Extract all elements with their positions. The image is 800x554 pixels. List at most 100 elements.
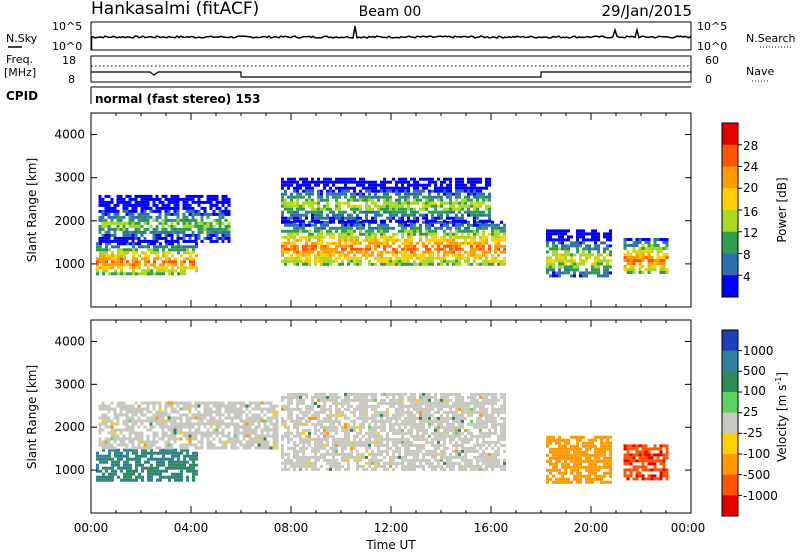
- power-echo-cell-1179: [386, 256, 389, 260]
- power-echo-cell-710: [212, 209, 216, 213]
- power-echo-cell-1220: [401, 229, 404, 233]
- vel-echo-cell-1313: [338, 440, 341, 444]
- power-echo-cell-1229: [401, 262, 404, 266]
- power-echo-cell-1769: [323, 207, 326, 211]
- power-echo-cell-346: [119, 194, 123, 198]
- power-echo-cell-1528: [482, 247, 485, 251]
- power-echo-cell-783: [281, 244, 284, 248]
- power-echo-cell-1448: [461, 232, 464, 236]
- vel-echo-cell-1022: [290, 458, 293, 462]
- power-echo-cell-834: [293, 262, 296, 266]
- power-echo-cell-588: [179, 230, 183, 234]
- vel-echo-cell-1963: [440, 464, 443, 468]
- power-echo-cell-1379: [443, 244, 446, 248]
- power-echo-cell-2245: [458, 177, 461, 181]
- vel-echo-cell-487: [158, 422, 162, 426]
- power-echo-cell-913: [317, 226, 320, 230]
- vel-echo-cell-1964: [440, 467, 443, 471]
- vel-echo-cell-748: [227, 401, 231, 405]
- power-echo-cell-58: [117, 242, 120, 246]
- power-echo-cell-1427: [455, 247, 458, 251]
- vel-echo-cell-1080: [299, 464, 302, 468]
- vel-echo-cell-665: [206, 404, 210, 408]
- power-echo-cell-352: [119, 227, 123, 231]
- power-echo-cell-2655: [635, 250, 639, 253]
- vel-echo-cell-406: [137, 407, 141, 411]
- power-echo-cell-1660: [293, 210, 296, 214]
- power-echo-cell-1841: [344, 195, 347, 199]
- power-echo-cell-2744: [665, 253, 669, 256]
- vel-echo-cell-1074: [299, 440, 302, 444]
- power-echo-cell-315: [110, 209, 114, 213]
- vel-echo-cell-1851: [425, 398, 428, 402]
- vel-echo-cell-270: [98, 440, 102, 444]
- power-echo-cell-2562: [594, 271, 597, 275]
- power-echo-cell-1206: [395, 259, 398, 263]
- vel-echo-cell-1090: [302, 431, 305, 435]
- power-echo-cell-317: [110, 218, 114, 222]
- power-echo-cell-1582: [497, 247, 500, 251]
- vel-echo-cell-1270: [332, 428, 335, 432]
- vel-echo-cell-137: [150, 448, 153, 452]
- vel-echo-cell-1414: [356, 434, 359, 438]
- power-echo-cell-2478: [570, 274, 573, 278]
- vel-echo-cell-898: [263, 401, 267, 405]
- vel-echo-cell-766: [230, 422, 234, 426]
- power-echo-cell-1607: [281, 177, 284, 181]
- vel-echo-cell-1828: [422, 395, 425, 399]
- power-echo-cell-1934: [371, 195, 374, 199]
- vel-echo-cell-1477: [365, 446, 368, 450]
- power-echo-cell-1398: [449, 229, 452, 233]
- vel-echo-cell-340: [119, 410, 123, 414]
- power-echo-cell-389: [128, 224, 132, 228]
- power-echo-cell-991: [338, 226, 341, 230]
- vel-echo-cell-849: [251, 401, 255, 405]
- power-echo-cell-830: [293, 247, 296, 251]
- power-echo-cell-434: [140, 203, 144, 207]
- vel-echo-cell-216: [177, 475, 180, 479]
- vel-echo-cell-259: [195, 463, 198, 467]
- power-echo-cell-619: [188, 203, 192, 207]
- power-echo-cell-2350: [485, 186, 488, 190]
- power-echo-cell-2399: [552, 250, 555, 254]
- power-echo-cell-1598: [503, 232, 506, 236]
- vel-echo-cell-889: [260, 416, 264, 420]
- power-echo-cell-678: [203, 212, 207, 216]
- power-echo-cell-2425: [558, 256, 561, 260]
- power-echo-cell-769: [227, 203, 231, 207]
- vel-echo-cell-1208: [323, 398, 326, 402]
- vel-echo-cell-1462: [362, 467, 365, 471]
- vel-echo-cell-1235: [326, 437, 329, 441]
- vel-echo-cell-1131: [308, 458, 311, 462]
- vel-echo-cell-254: [192, 475, 195, 479]
- vel-echo-cell-1469: [365, 410, 368, 414]
- vel-echo-cell-1666: [398, 398, 401, 402]
- vel-echo-cell-1993: [446, 416, 449, 420]
- power-echo-cell-2012: [392, 210, 395, 214]
- vel-echo-cell-1404: [353, 455, 356, 459]
- power-echo-cell-2139: [428, 180, 431, 184]
- power-echo-cell-2199: [443, 210, 446, 214]
- power-echo-cell-2374: [546, 244, 549, 248]
- power-echo-cell-279: [101, 221, 105, 225]
- power-echo-cell-2194: [443, 186, 446, 190]
- power-echo-cell-328: [113, 227, 117, 231]
- power-echo-cell-1033: [347, 244, 350, 248]
- power-echo-cell-2323: [476, 204, 479, 208]
- power-echo-cell-2101: [416, 186, 419, 190]
- power-echo-cell-1839: [344, 189, 347, 193]
- vel-echo-cell-1475: [365, 440, 368, 444]
- power-echo-cell-1394: [446, 259, 449, 263]
- vel-echo-cell-986: [284, 461, 287, 465]
- power-echo-cell-67: [117, 272, 120, 276]
- power-echo-cell-1796: [332, 195, 335, 199]
- vel-echo-cell-1388: [350, 455, 353, 459]
- power-echo-cell-1132: [374, 247, 377, 251]
- power-echo-cell-929: [320, 238, 323, 242]
- power-echo-cell-575: [176, 209, 180, 213]
- power-echo-cell-2605: [609, 229, 612, 233]
- power-echo-cell-297: [104, 239, 108, 243]
- vel-echo-cell-1927: [437, 407, 440, 411]
- vel-echo-cell-925: [269, 410, 273, 414]
- power-echo-cell-160: [156, 248, 159, 252]
